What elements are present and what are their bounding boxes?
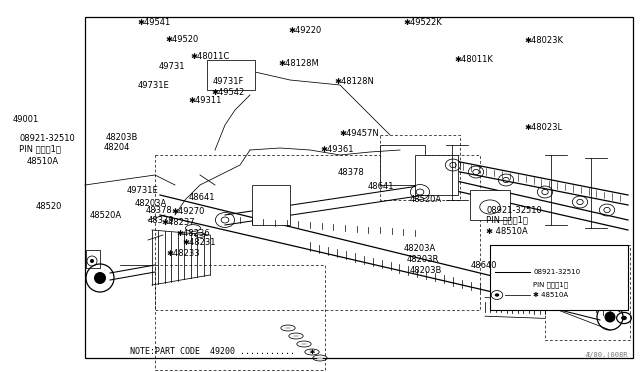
Text: 48378: 48378 bbox=[146, 206, 173, 215]
Text: 08921-32510: 08921-32510 bbox=[486, 206, 542, 215]
Text: Æ/80.(008R: Æ/80.(008R bbox=[586, 352, 628, 358]
Text: ✱48011C: ✱48011C bbox=[191, 52, 230, 61]
Text: 48641: 48641 bbox=[368, 182, 394, 191]
Text: ✱49457N: ✱49457N bbox=[339, 129, 379, 138]
Ellipse shape bbox=[495, 294, 499, 297]
Ellipse shape bbox=[621, 316, 627, 320]
Text: 48640: 48640 bbox=[470, 262, 497, 270]
Bar bbox=[85, 17, 633, 358]
Text: ✱49522K: ✱49522K bbox=[403, 18, 442, 27]
Text: ✱48023L: ✱48023L bbox=[525, 123, 563, 132]
Text: ✱48236: ✱48236 bbox=[176, 229, 210, 238]
Text: ✱ 48510A: ✱ 48510A bbox=[486, 227, 528, 236]
Text: 48641: 48641 bbox=[189, 193, 215, 202]
Text: ✱49220: ✱49220 bbox=[288, 26, 321, 35]
Text: ✱48011K: ✱48011K bbox=[454, 55, 493, 64]
Text: ✱49541: ✱49541 bbox=[138, 18, 171, 27]
Ellipse shape bbox=[605, 311, 616, 323]
Text: 48510A: 48510A bbox=[27, 157, 59, 166]
Bar bbox=[490, 245, 628, 310]
Text: 48520A: 48520A bbox=[410, 195, 442, 204]
Text: ✱49542: ✱49542 bbox=[211, 88, 244, 97]
Text: PIN ピン（1）: PIN ピン（1） bbox=[19, 144, 61, 153]
Text: 48203R: 48203R bbox=[406, 255, 439, 264]
Text: 48520: 48520 bbox=[35, 202, 61, 211]
Text: 49731E: 49731E bbox=[138, 81, 170, 90]
Text: ✱48233: ✱48233 bbox=[166, 249, 200, 258]
Text: 49731F: 49731F bbox=[213, 77, 244, 86]
Text: 49731E: 49731E bbox=[127, 186, 159, 195]
Text: 48203B: 48203B bbox=[410, 266, 442, 275]
Text: 48379: 48379 bbox=[147, 216, 174, 225]
Text: 48204: 48204 bbox=[104, 143, 130, 152]
Bar bbox=[470, 190, 510, 220]
Text: NOTE:PART CODE  49200 ...........   ✱: NOTE:PART CODE 49200 ........... ✱ bbox=[130, 347, 315, 356]
Text: 08921-32510: 08921-32510 bbox=[19, 134, 75, 143]
Ellipse shape bbox=[90, 259, 94, 263]
Bar bbox=[207, 60, 255, 90]
Text: 48520A: 48520A bbox=[90, 211, 122, 219]
Text: ✱48231: ✱48231 bbox=[182, 238, 216, 247]
Bar bbox=[415, 155, 458, 195]
Ellipse shape bbox=[309, 351, 315, 353]
Text: 48203A: 48203A bbox=[403, 244, 435, 253]
Text: ✱ 48510A: ✱ 48510A bbox=[533, 292, 568, 298]
Ellipse shape bbox=[94, 272, 106, 284]
Text: ✱48128N: ✱48128N bbox=[334, 77, 374, 86]
Text: PIN ピン（1）: PIN ピン（1） bbox=[486, 216, 528, 225]
Text: PIN ピン（1）: PIN ピン（1） bbox=[533, 282, 568, 288]
Text: ✱49311: ✱49311 bbox=[189, 96, 222, 105]
Text: 48203A: 48203A bbox=[134, 199, 166, 208]
Ellipse shape bbox=[317, 357, 323, 359]
Ellipse shape bbox=[293, 335, 299, 337]
Text: ✱49520: ✱49520 bbox=[165, 35, 198, 44]
Ellipse shape bbox=[285, 327, 291, 329]
Text: ✱49270: ✱49270 bbox=[172, 207, 205, 216]
Bar bbox=[86, 250, 100, 268]
Text: 08921-32510: 08921-32510 bbox=[533, 269, 580, 275]
Text: ✱48237: ✱48237 bbox=[161, 218, 195, 227]
Text: 48378: 48378 bbox=[338, 169, 365, 177]
Text: ✱49361: ✱49361 bbox=[320, 145, 353, 154]
Text: ✱48128M: ✱48128M bbox=[278, 59, 319, 68]
Text: 49731: 49731 bbox=[159, 62, 185, 71]
Ellipse shape bbox=[301, 343, 307, 345]
Text: ✱48023K: ✱48023K bbox=[525, 36, 564, 45]
Bar bbox=[252, 185, 290, 225]
Text: 49001: 49001 bbox=[13, 115, 39, 124]
Bar bbox=[380, 145, 425, 185]
Text: 48203B: 48203B bbox=[106, 133, 138, 142]
